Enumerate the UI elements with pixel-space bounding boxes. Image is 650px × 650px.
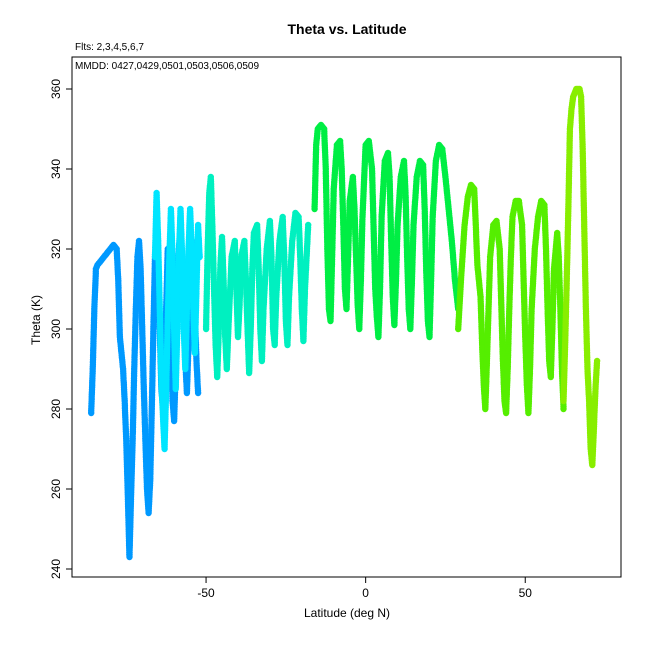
data-point bbox=[305, 221, 312, 229]
chart-title: Theta vs. Latitude bbox=[287, 21, 406, 37]
data-point bbox=[196, 253, 203, 261]
data-point bbox=[560, 405, 567, 413]
data-point bbox=[194, 389, 202, 397]
data-points-layer bbox=[88, 85, 601, 561]
dates-annotation: MMDD: 0427,0429,0501,0503,0506,0509 bbox=[75, 61, 259, 72]
flights-annotation: Flts: 2,3,4,5,6,7 bbox=[75, 42, 144, 53]
